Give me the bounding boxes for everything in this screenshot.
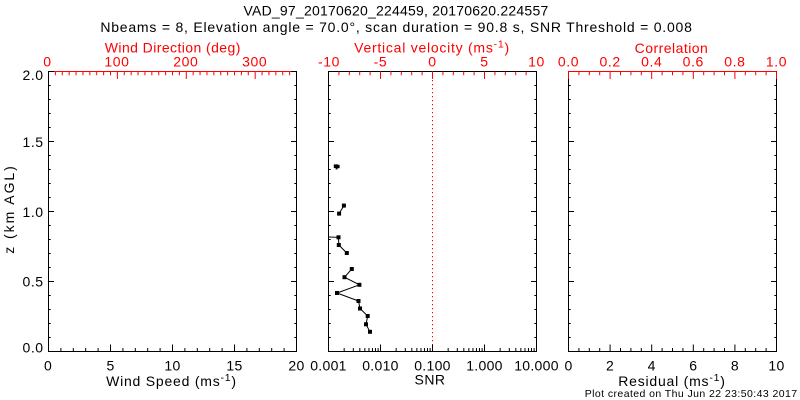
svg-text:VAD_97_20170620_224459, 201706: VAD_97_20170620_224459, 20170620.224557 — [244, 2, 549, 18]
svg-text:1.000: 1.000 — [466, 357, 503, 373]
svg-text:10.000: 10.000 — [514, 357, 559, 373]
svg-text:Wind Direction (deg): Wind Direction (deg) — [105, 40, 241, 56]
svg-text:0.0: 0.0 — [23, 339, 44, 355]
svg-text:200: 200 — [173, 54, 198, 70]
svg-text:0: 0 — [564, 357, 572, 373]
svg-text:0.4: 0.4 — [641, 54, 662, 70]
svg-text:10: 10 — [164, 357, 180, 373]
svg-text:Vertical velocity (ms-1​): Vertical velocity (ms-1​) — [354, 39, 510, 56]
svg-text:6: 6 — [689, 357, 697, 373]
svg-text:Plot created on Thu Jun 22 23:: Plot created on Thu Jun 22 23:50:43 2017 — [585, 388, 798, 400]
svg-text:0.2: 0.2 — [599, 54, 620, 70]
svg-text:2.0: 2.0 — [23, 67, 44, 83]
svg-text:5: 5 — [106, 357, 114, 373]
svg-text:0.0: 0.0 — [558, 54, 579, 70]
svg-text:0: 0 — [428, 54, 436, 70]
svg-text:0.100: 0.100 — [414, 357, 451, 373]
svg-text:1.0: 1.0 — [766, 54, 787, 70]
svg-text:10: 10 — [528, 54, 545, 70]
svg-text:SNR: SNR — [415, 371, 446, 387]
svg-text:10: 10 — [768, 357, 784, 373]
svg-text:8: 8 — [731, 357, 739, 373]
svg-text:0.5: 0.5 — [23, 274, 44, 290]
svg-text:1.5: 1.5 — [23, 134, 44, 150]
svg-text:1.0: 1.0 — [23, 204, 44, 220]
svg-text:15: 15 — [226, 357, 242, 373]
svg-text:20: 20 — [288, 357, 304, 373]
svg-text:2: 2 — [606, 357, 614, 373]
svg-text:0.001: 0.001 — [310, 357, 347, 373]
svg-text:300: 300 — [242, 54, 267, 70]
svg-text:-10: -10 — [318, 54, 340, 70]
svg-text:0: 0 — [44, 357, 52, 373]
svg-text:0.6: 0.6 — [683, 54, 704, 70]
svg-text:100: 100 — [104, 54, 129, 70]
svg-text:Nbeams = 8, Elevation angle =: Nbeams = 8, Elevation angle = 70.0°, sca… — [100, 19, 692, 35]
svg-text:z (km AGL): z (km AGL) — [1, 164, 17, 254]
svg-text:0: 0 — [43, 54, 51, 70]
svg-text:Correlation: Correlation — [635, 40, 709, 56]
svg-text:Wind Speed (ms-1​): Wind Speed (ms-1​) — [106, 372, 237, 389]
svg-text:0.8: 0.8 — [724, 54, 745, 70]
svg-text:0.010: 0.010 — [362, 357, 399, 373]
svg-text:-5: -5 — [374, 54, 388, 70]
svg-text:5: 5 — [480, 54, 488, 70]
svg-text:4: 4 — [648, 357, 656, 373]
svg-text:Residual (ms-1​): Residual (ms-1​) — [618, 372, 725, 389]
